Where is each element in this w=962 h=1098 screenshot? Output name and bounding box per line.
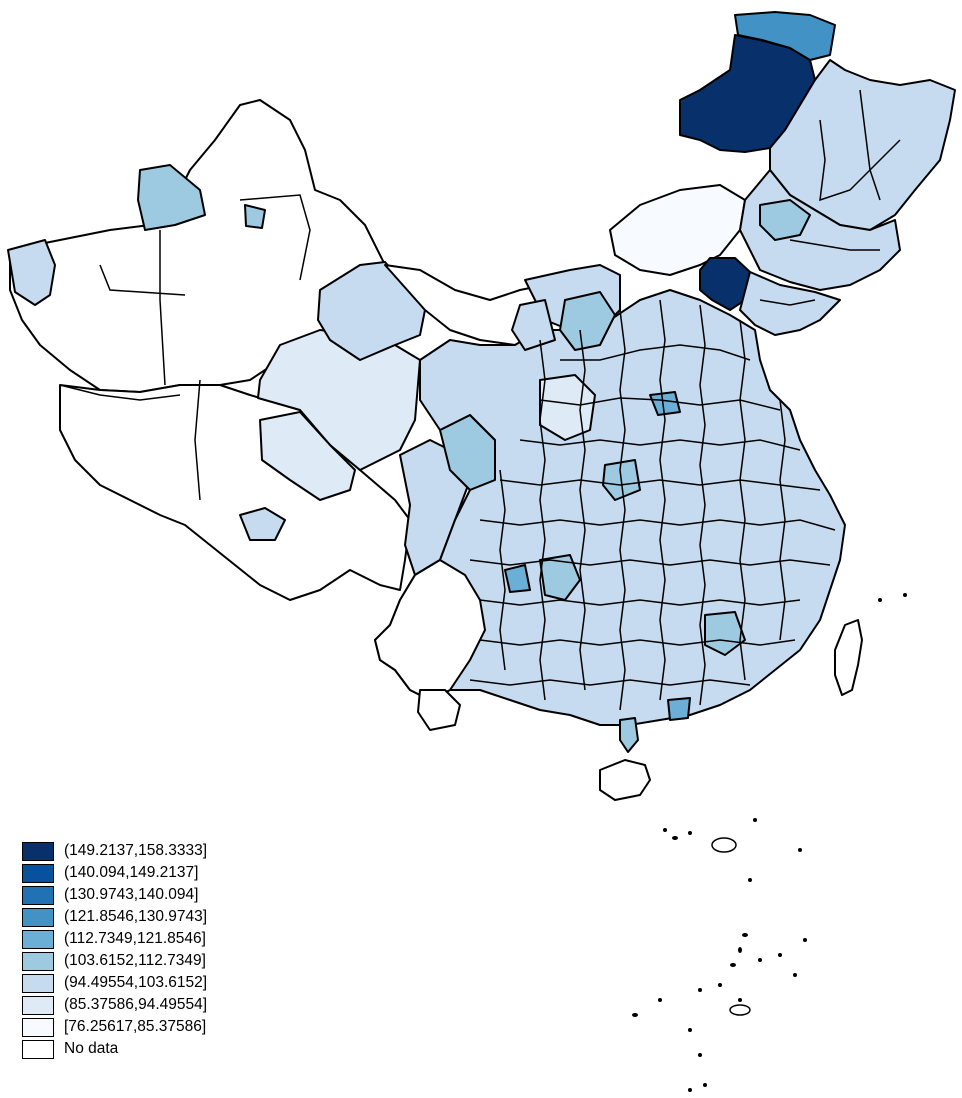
- legend-swatch: [22, 1039, 54, 1059]
- region-gansu-west: [317, 261, 426, 361]
- region-hubei-hl: [649, 391, 681, 416]
- region-yunnan-south: [417, 689, 461, 731]
- legend-swatch: [22, 907, 54, 927]
- legend-label: (112.7349,121.8546]: [64, 930, 206, 947]
- legend-label: (140.094,149.2137]: [64, 864, 199, 881]
- legend-swatch: [22, 841, 54, 861]
- legend-swatch: [22, 951, 54, 971]
- legend-item: [76.25617,85.37586]: [22, 1016, 282, 1038]
- region-taiwan: [834, 619, 863, 696]
- legend-item: (130.9743,140.094]: [22, 884, 282, 906]
- south-china-sea-islands: [632, 593, 907, 1092]
- legend-item: (85.37586,94.49554]: [22, 994, 282, 1016]
- legend-swatch: [22, 973, 54, 993]
- region-sichuan-east: [504, 564, 531, 593]
- legend-item: (140.094,149.2137]: [22, 862, 282, 884]
- region-yunnan: [374, 559, 486, 701]
- region-jilin-west: [759, 199, 811, 241]
- region-ningxia: [559, 291, 616, 351]
- legend-item: (94.49554,103.6152]: [22, 972, 282, 994]
- legend-label: (85.37586,94.49554]: [64, 996, 208, 1013]
- legend-swatch: [22, 1017, 54, 1037]
- legend-item: (149.2137,158.3333]: [22, 840, 282, 862]
- legend-label: (103.6152,112.7349]: [64, 952, 206, 969]
- region-tibet-small: [239, 507, 286, 541]
- region-qinghai-south: [259, 411, 356, 501]
- region-daxinganling: [734, 11, 836, 61]
- region-xj-small: [244, 204, 266, 229]
- legend-label: (149.2137,158.3333]: [64, 842, 208, 859]
- legend-label: (130.9743,140.094]: [64, 886, 199, 903]
- legend-label: (94.49554,103.6152]: [64, 974, 208, 991]
- legend-label: (121.8546,130.9743]: [64, 908, 208, 925]
- legend-item: (103.6152,112.7349]: [22, 950, 282, 972]
- region-xj-west: [7, 239, 56, 306]
- region-nei-mongol-east: [609, 184, 746, 276]
- map-legend: (149.2137,158.3333] (140.094,149.2137] (…: [22, 840, 282, 1060]
- region-hainan: [599, 759, 651, 801]
- region-guangdong-hl: [667, 697, 691, 721]
- legend-label: No data: [64, 1040, 119, 1057]
- region-jilin: [739, 169, 901, 291]
- legend-item: (112.7349,121.8546]: [22, 928, 282, 950]
- region-liaoning: [739, 271, 841, 336]
- region-xj-tacheng: [137, 164, 206, 231]
- legend-swatch: [22, 863, 54, 883]
- legend-label: [76.25617,85.37586]: [64, 1018, 207, 1035]
- region-leizhou: [619, 717, 639, 753]
- legend-swatch: [22, 929, 54, 949]
- boundary-lines: [59, 89, 901, 711]
- legend-item: No data: [22, 1038, 282, 1060]
- legend-swatch: [22, 885, 54, 905]
- region-jiangxi-hl: [704, 611, 746, 656]
- legend-swatch: [22, 995, 54, 1015]
- region-chongqing: [539, 554, 581, 601]
- legend-item: (121.8546,130.9743]: [22, 906, 282, 928]
